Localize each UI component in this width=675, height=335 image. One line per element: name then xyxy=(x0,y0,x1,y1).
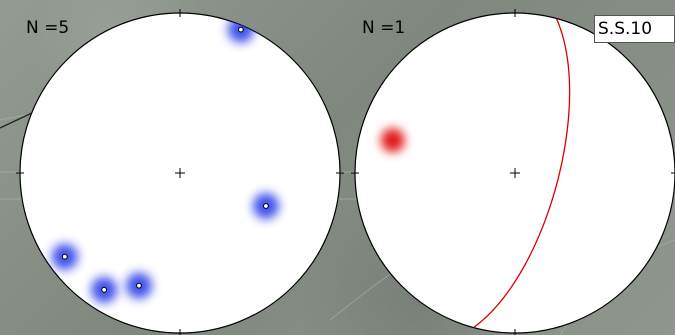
stereonet-left xyxy=(16,9,344,335)
sample-count-right: N =1 xyxy=(362,18,406,38)
site-label: S.S.10 xyxy=(594,15,675,43)
pole-marker xyxy=(101,286,108,293)
sample-count-left: N =5 xyxy=(26,18,70,38)
pole-marker xyxy=(136,282,142,289)
pole-marker xyxy=(237,26,244,33)
stereonet-right xyxy=(351,9,675,335)
map-fault-line xyxy=(0,111,35,129)
density-blob xyxy=(380,128,405,153)
tick-marks xyxy=(16,9,344,335)
pole-marker xyxy=(263,203,269,209)
center-cross xyxy=(510,168,520,178)
great-circle xyxy=(473,18,571,329)
density-contours xyxy=(380,128,405,153)
center-cross xyxy=(175,168,185,178)
pole-points xyxy=(61,26,269,293)
pole-marker xyxy=(61,253,68,260)
tick-marks xyxy=(351,9,675,335)
